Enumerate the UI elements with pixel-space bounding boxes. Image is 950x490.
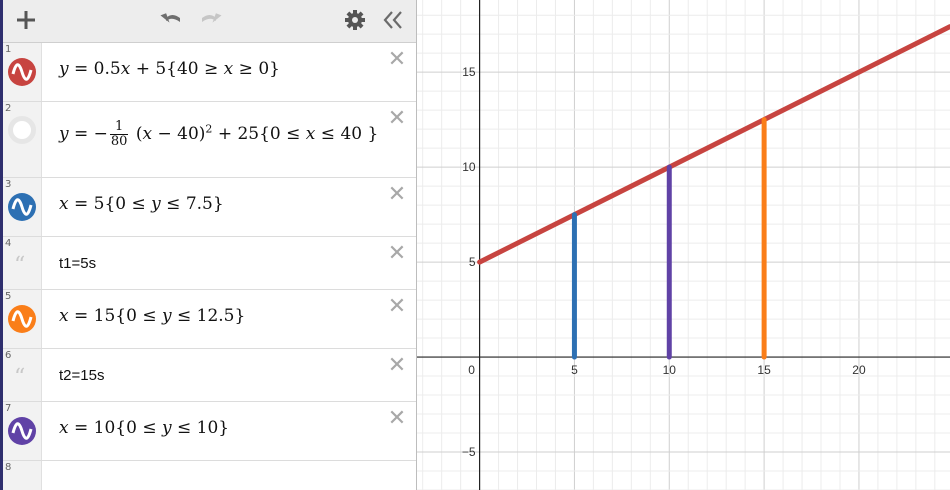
redo-button[interactable] [196,6,224,34]
row-gutter: 3 [3,178,42,236]
redo-icon [202,13,222,23]
expression-row-7[interactable]: 7 x = 10{0 ≤ y ≤ 10} ✕ [3,402,416,461]
close-icon: ✕ [387,106,407,131]
x-tick-label: 20 [852,363,866,377]
close-icon: ✕ [387,406,407,431]
expression-row-1[interactable]: 1 y = 0.5x + 5{40 ≥ x ≥ 0} ✕ [3,43,416,102]
color-toggle-icon[interactable] [8,305,36,333]
row-gutter: 2 [3,102,42,177]
quote-icon: “ [14,253,26,278]
note-text[interactable]: t2=15s [59,367,105,384]
expression-row-2[interactable]: 2 y = −1 80 (x − 40)2 + 25{0 ≤ x ≤ 40 } ✕ [3,102,416,178]
row-gutter: 6 “ [3,349,42,401]
settings-button[interactable] [342,6,368,34]
graph-svg[interactable]: 0 5 10 15 20 15 10 5 −5 [417,0,950,490]
expression-input[interactable]: x = 10{0 ≤ y ≤ 10} [59,418,230,438]
expression-input[interactable]: x = 5{0 ≤ y ≤ 7.5} [59,194,224,214]
x-tick-label: 0 [468,363,475,377]
gear-icon [345,10,365,30]
collapse-panel-button[interactable] [380,6,406,34]
note-row-6[interactable]: 6 “ t2=15s ✕ [3,349,416,402]
expression-row-3[interactable]: 3 x = 5{0 ≤ y ≤ 7.5} ✕ [3,178,416,237]
undo-button[interactable] [158,6,186,34]
row-gutter: 1 [3,43,42,101]
hidden-toggle-icon[interactable] [8,116,36,144]
row-number: 1 [5,44,12,55]
row-number: 3 [5,179,12,190]
y-tick-label: −5 [462,445,476,459]
note-row-4[interactable]: 4 “ t1=5s ✕ [3,237,416,290]
expression-input[interactable]: y = −1 80 (x − 40)2 + 25{0 ≤ x ≤ 40 } [59,119,379,149]
plus-icon [17,11,35,29]
expression-row-5[interactable]: 5 x = 15{0 ≤ y ≤ 12.5} ✕ [3,290,416,349]
color-toggle-icon[interactable] [8,193,36,221]
close-icon: ✕ [387,294,407,319]
close-icon: ✕ [387,182,407,207]
empty-row-8[interactable]: 8 [3,461,416,490]
delete-expression-button[interactable]: ✕ [386,408,408,430]
row-number: 5 [5,291,12,302]
expression-panel: 1 y = 0.5x + 5{40 ≥ x ≥ 0} ✕ 2 y = −1 80 … [0,0,417,490]
delete-expression-button[interactable]: ✕ [386,184,408,206]
undo-icon [160,13,180,23]
delete-note-button[interactable]: ✕ [386,243,408,265]
y-tick-label: 15 [462,65,476,79]
expression-toolbar [0,0,416,43]
quote-icon: “ [14,365,26,390]
fraction: 1 80 [109,119,129,149]
x-tick-label: 10 [663,363,677,377]
y-tick-label: 10 [462,160,476,174]
row-gutter: 5 [3,290,42,348]
row-gutter: 8 [3,461,42,490]
expression-input[interactable]: x = 15{0 ≤ y ≤ 12.5} [59,306,246,326]
expression-input[interactable]: y = 0.5x + 5{40 ≥ x ≥ 0} [59,59,280,79]
row-number: 4 [5,238,12,249]
x-tick-label: 5 [571,363,578,377]
x-tick-label: 15 [757,363,771,377]
row-gutter: 4 “ [3,237,42,289]
row-number: 2 [5,103,12,114]
delete-note-button[interactable]: ✕ [386,355,408,377]
row-number: 8 [5,462,12,473]
delete-expression-button[interactable]: ✕ [386,108,408,130]
graph-canvas[interactable]: 0 5 10 15 20 15 10 5 −5 [417,0,950,490]
line-y-0.5x-plus-5 [477,24,950,265]
row-gutter: 7 [3,402,42,460]
add-item-button[interactable] [12,6,40,34]
delete-expression-button[interactable]: ✕ [386,49,408,71]
row-number: 7 [5,403,12,414]
color-toggle-icon[interactable] [8,58,36,86]
row-number: 6 [5,350,12,361]
y-tick-label: 5 [469,255,476,269]
color-toggle-icon[interactable] [8,417,36,445]
close-icon: ✕ [387,241,407,266]
double-chevron-left-icon [383,11,402,29]
close-icon: ✕ [387,353,407,378]
delete-expression-button[interactable]: ✕ [386,296,408,318]
note-text[interactable]: t1=5s [59,255,97,272]
close-icon: ✕ [387,47,407,72]
